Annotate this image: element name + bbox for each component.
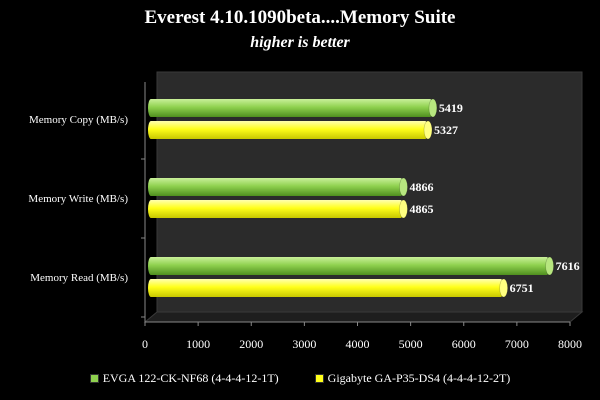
data-label: 4865 bbox=[409, 202, 433, 216]
x-tick-label: 2000 bbox=[239, 337, 263, 351]
x-tick-label: 0 bbox=[142, 337, 148, 351]
bar bbox=[148, 178, 404, 196]
legend-label-series-2: Gigabyte GA-P35-DS4 (4-4-4-12-2T) bbox=[327, 371, 511, 385]
bar bbox=[148, 200, 404, 218]
chart-title: Everest 4.10.1090beta....Memory Suite bbox=[144, 7, 456, 28]
y-tick-label: Memory Read (MB/s) bbox=[30, 272, 128, 284]
legend-item-series-1: EVGA 122-CK-NF68 (4-4-4-12-1T) bbox=[89, 371, 279, 386]
bar-end-cap bbox=[399, 199, 408, 219]
legend-swatch-series-2 bbox=[314, 374, 324, 383]
x-tick-label: 1000 bbox=[186, 337, 210, 351]
bar-end-cap bbox=[423, 120, 433, 140]
chart-subtitle: higher is better bbox=[250, 34, 350, 51]
bar bbox=[148, 257, 550, 275]
data-label: 6751 bbox=[510, 281, 534, 295]
bar bbox=[148, 121, 428, 139]
data-label: 5419 bbox=[439, 101, 463, 115]
bar-end-cap bbox=[499, 278, 508, 298]
y-tick-label: Memory Write (MB/s) bbox=[28, 193, 128, 205]
bar-end-cap bbox=[399, 177, 408, 197]
bar-end-cap bbox=[428, 98, 438, 118]
legend-swatch-series-1 bbox=[89, 374, 99, 383]
data-label: 5327 bbox=[434, 123, 458, 137]
x-tick-label: 3000 bbox=[292, 337, 316, 351]
x-tick-label: 8000 bbox=[558, 337, 582, 351]
legend-item-series-2: Gigabyte GA-P35-DS4 (4-4-4-12-2T) bbox=[314, 371, 511, 386]
data-label: 4866 bbox=[410, 180, 434, 194]
bar-end-cap bbox=[545, 256, 554, 276]
x-tick-label: 7000 bbox=[505, 337, 529, 351]
chart-floor bbox=[143, 311, 584, 323]
legend-label-series-1: EVGA 122-CK-NF68 (4-4-4-12-1T) bbox=[102, 371, 279, 385]
bar bbox=[148, 99, 433, 117]
bar bbox=[148, 279, 504, 297]
y-tick-label: Memory Copy (MB/s) bbox=[29, 114, 128, 126]
x-tick-label: 6000 bbox=[452, 337, 476, 351]
x-tick-label: 4000 bbox=[346, 337, 370, 351]
x-tick-label: 5000 bbox=[399, 337, 423, 351]
legend: EVGA 122-CK-NF68 (4-4-4-12-1T) Gigabyte … bbox=[0, 371, 600, 386]
data-label: 7616 bbox=[556, 259, 580, 273]
